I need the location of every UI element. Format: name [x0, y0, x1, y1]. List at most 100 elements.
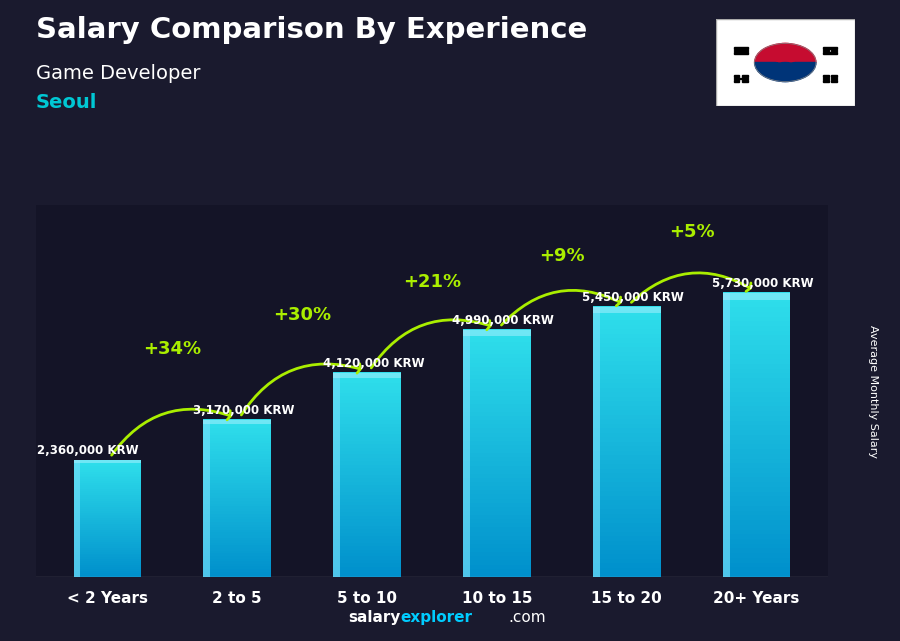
- Bar: [333, 474, 400, 478]
- Bar: [333, 454, 400, 458]
- Bar: [74, 573, 141, 575]
- Bar: [74, 567, 141, 569]
- Text: explorer: explorer: [400, 610, 472, 625]
- Bar: [464, 342, 531, 346]
- Bar: [723, 491, 790, 496]
- Bar: [734, 50, 748, 51]
- Bar: [593, 554, 661, 559]
- Bar: [74, 544, 141, 545]
- Bar: [203, 490, 271, 493]
- Bar: [593, 522, 661, 528]
- Bar: [203, 556, 271, 558]
- Bar: [464, 329, 531, 336]
- Bar: [464, 478, 531, 482]
- Bar: [593, 369, 661, 374]
- Bar: [74, 555, 141, 558]
- Bar: [333, 488, 400, 492]
- Bar: [333, 519, 400, 522]
- Bar: [593, 428, 661, 433]
- Bar: [723, 312, 790, 317]
- Bar: [74, 516, 141, 519]
- Bar: [593, 450, 661, 455]
- Bar: [333, 556, 400, 560]
- Bar: [593, 378, 661, 383]
- Bar: [74, 493, 141, 495]
- Bar: [203, 517, 271, 519]
- Bar: [464, 572, 531, 577]
- Bar: [831, 75, 837, 77]
- Bar: [464, 564, 531, 569]
- Bar: [723, 406, 790, 412]
- Bar: [74, 522, 141, 524]
- Bar: [333, 485, 400, 488]
- Bar: [333, 413, 400, 417]
- Bar: [464, 490, 531, 494]
- Bar: [333, 386, 400, 390]
- Bar: [74, 569, 141, 571]
- Bar: [823, 80, 829, 81]
- Bar: [203, 469, 271, 472]
- Bar: [74, 469, 141, 472]
- Bar: [74, 571, 141, 573]
- Bar: [74, 549, 141, 551]
- Bar: [823, 53, 837, 54]
- Bar: [74, 495, 141, 497]
- Bar: [593, 473, 661, 478]
- Bar: [464, 510, 531, 515]
- Bar: [74, 557, 141, 560]
- Bar: [203, 477, 271, 480]
- Bar: [593, 347, 661, 352]
- Bar: [333, 570, 400, 574]
- Bar: [464, 506, 531, 511]
- Bar: [464, 420, 531, 424]
- Bar: [723, 453, 790, 458]
- Bar: [593, 405, 661, 410]
- Bar: [203, 553, 271, 556]
- Bar: [464, 568, 531, 573]
- Bar: [74, 559, 141, 562]
- Bar: [333, 376, 400, 379]
- Bar: [203, 519, 271, 522]
- Bar: [203, 566, 271, 569]
- Bar: [593, 419, 661, 424]
- Bar: [593, 536, 661, 541]
- Bar: [593, 545, 661, 550]
- Bar: [203, 522, 271, 524]
- Bar: [203, 561, 271, 564]
- Bar: [593, 478, 661, 482]
- Bar: [593, 342, 661, 347]
- Bar: [723, 435, 790, 440]
- Wedge shape: [770, 53, 801, 62]
- Bar: [723, 316, 790, 321]
- Bar: [74, 526, 141, 528]
- Bar: [723, 378, 790, 383]
- Bar: [74, 481, 141, 483]
- Bar: [723, 548, 790, 553]
- Bar: [74, 536, 141, 538]
- Bar: [203, 506, 271, 509]
- Bar: [723, 411, 790, 416]
- Bar: [333, 563, 400, 567]
- Bar: [464, 387, 531, 392]
- Bar: [74, 547, 141, 549]
- Bar: [74, 503, 141, 504]
- Bar: [333, 492, 400, 495]
- Bar: [464, 362, 531, 367]
- Wedge shape: [770, 62, 801, 72]
- Bar: [203, 529, 271, 533]
- Bar: [464, 486, 531, 490]
- Bar: [333, 433, 400, 437]
- Bar: [723, 358, 790, 364]
- Bar: [333, 444, 400, 447]
- Bar: [74, 528, 141, 530]
- Bar: [723, 306, 790, 312]
- Bar: [203, 569, 271, 572]
- Bar: [203, 511, 271, 514]
- Bar: [723, 534, 790, 539]
- Bar: [464, 453, 531, 457]
- Bar: [464, 374, 531, 379]
- Bar: [734, 78, 748, 79]
- Bar: [74, 491, 141, 493]
- Bar: [464, 437, 531, 441]
- Bar: [464, 329, 531, 334]
